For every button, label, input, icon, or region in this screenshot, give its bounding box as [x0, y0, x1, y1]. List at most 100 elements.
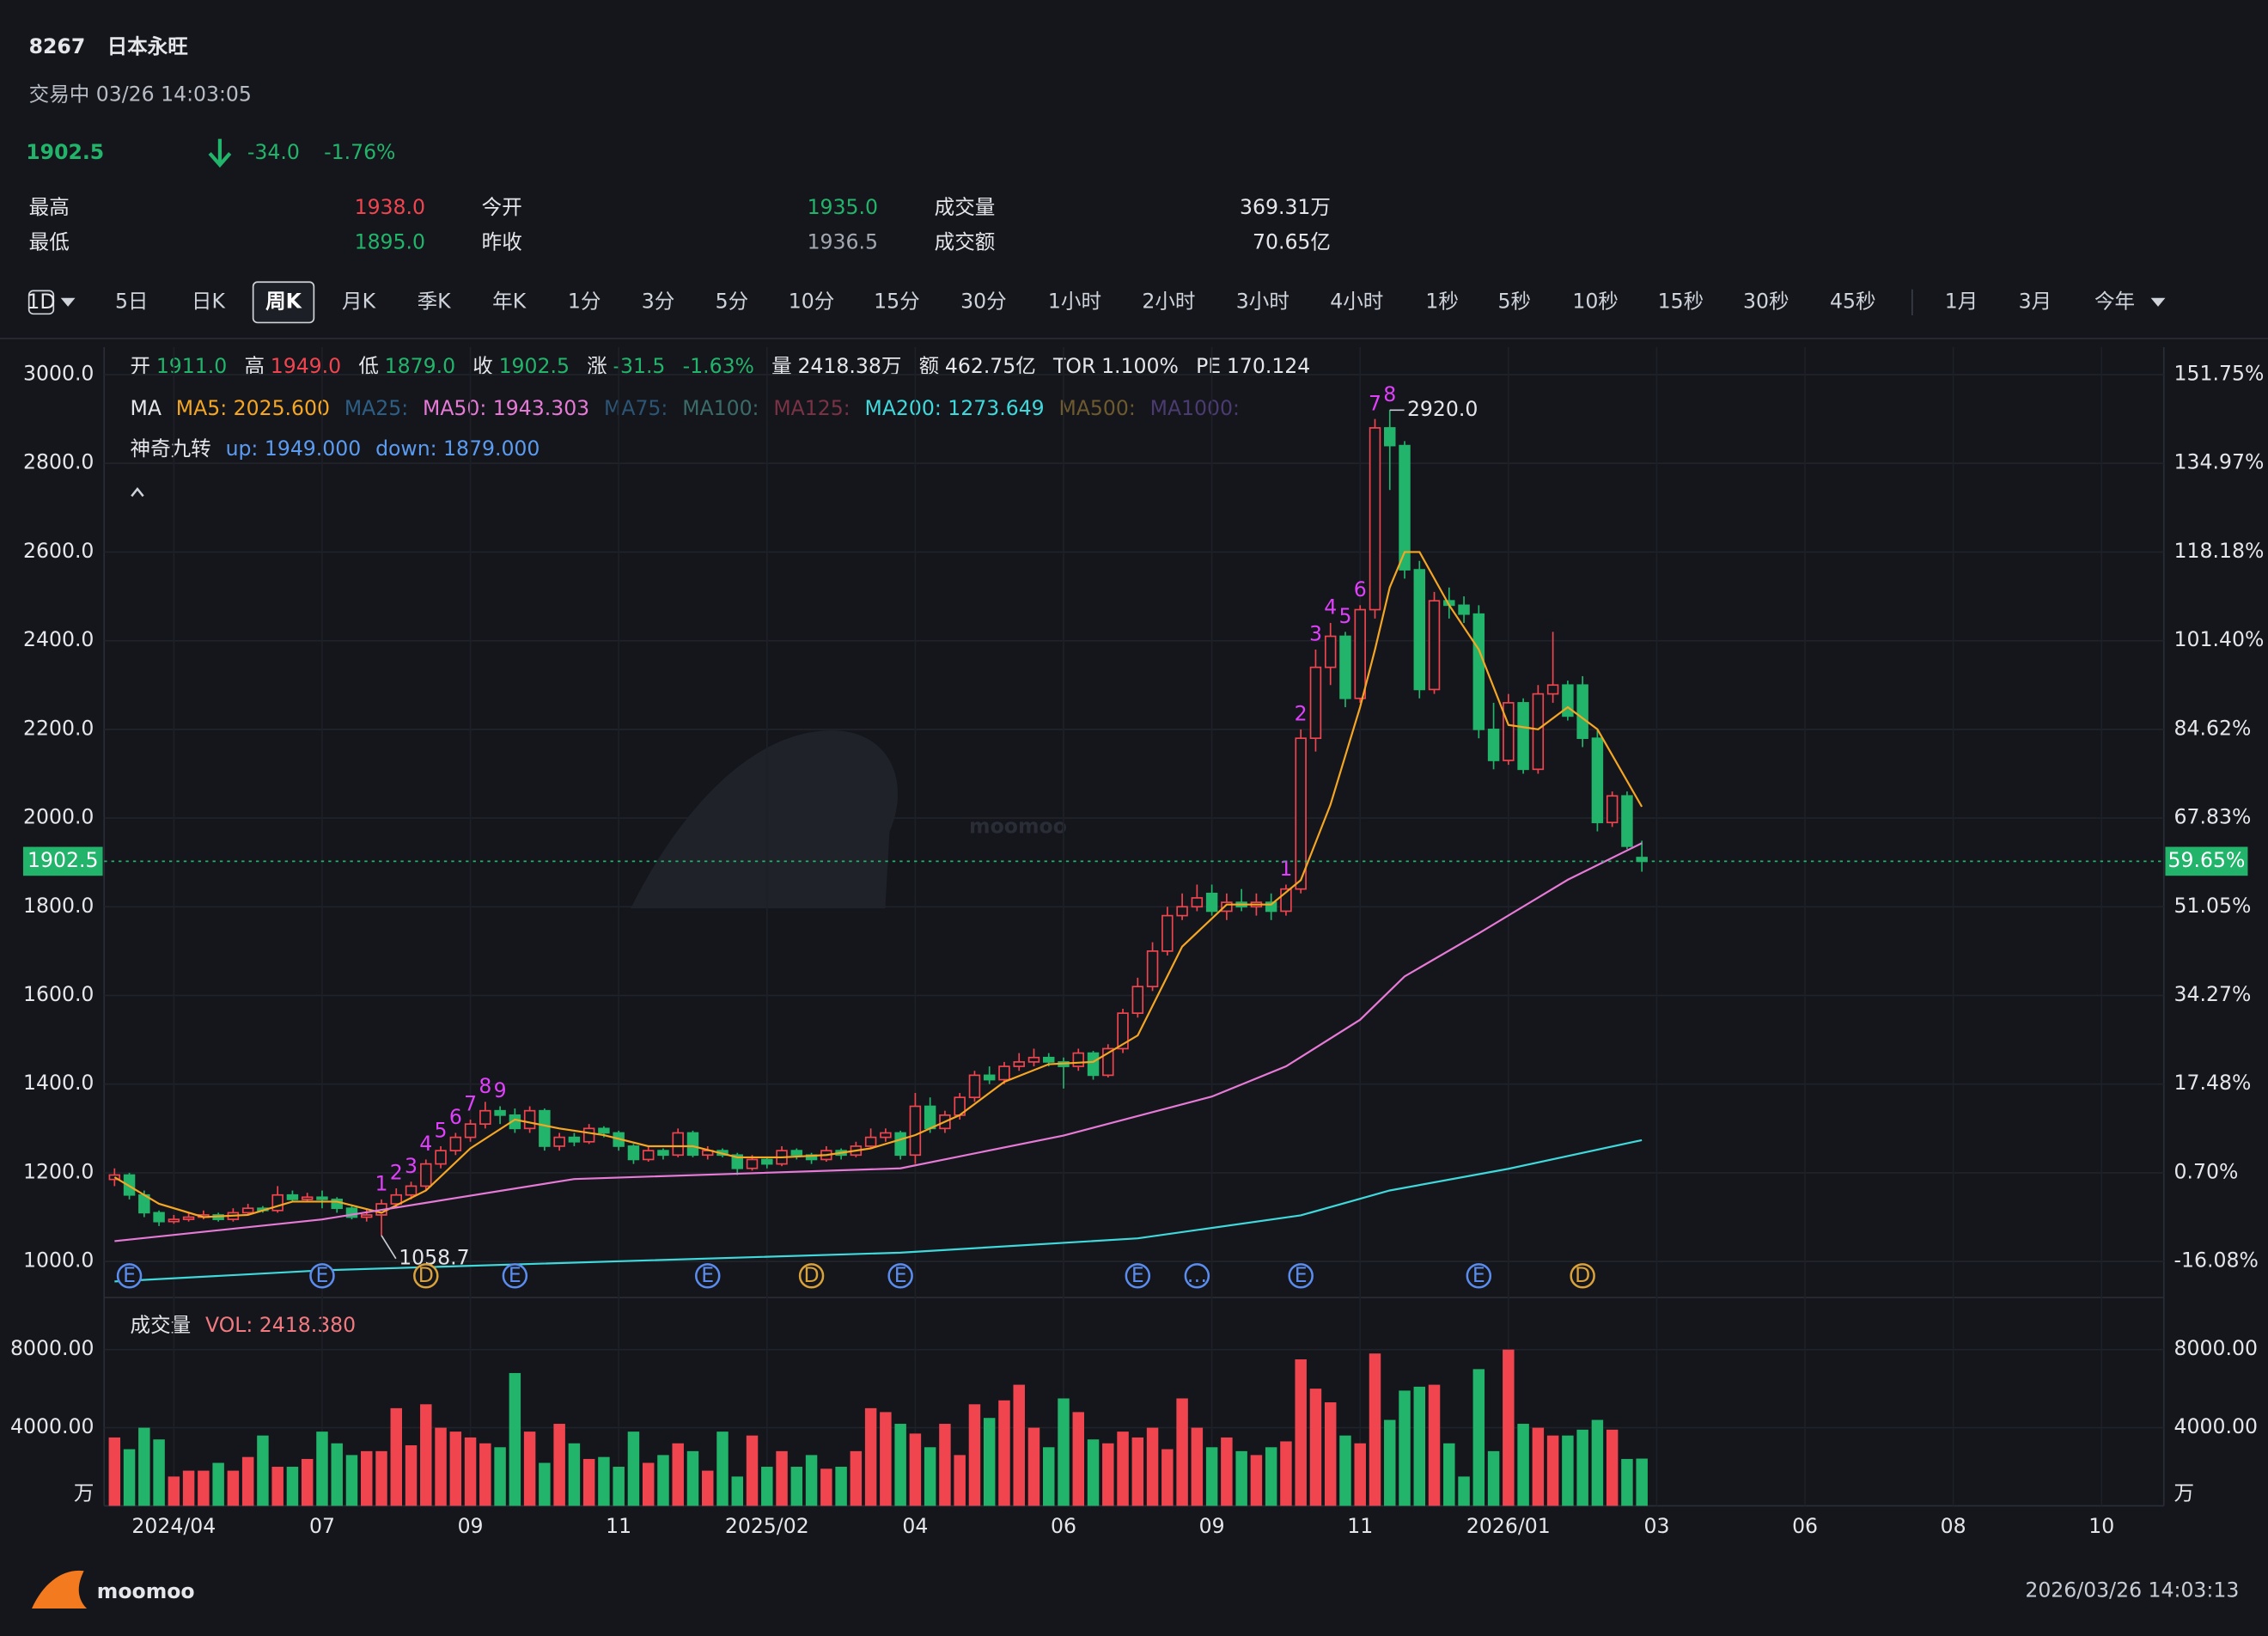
interval-tab[interactable]: 1小时: [1048, 289, 1101, 313]
interval-icon[interactable]: 1D: [27, 290, 55, 314]
interval-tab[interactable]: 30分: [960, 289, 1007, 313]
interval-tab[interactable]: 季K: [418, 289, 452, 313]
candle-body: [420, 1163, 432, 1187]
event-label[interactable]: D: [418, 1263, 434, 1287]
candle-body: [1591, 737, 1604, 824]
volume-bar: [1443, 1443, 1455, 1506]
candle-body: [1221, 901, 1233, 913]
volume-bar: [924, 1447, 936, 1506]
interval-tab[interactable]: 10分: [789, 289, 835, 313]
interval-tab[interactable]: 5秒: [1498, 289, 1532, 313]
interval-tab[interactable]: 周K: [265, 289, 302, 313]
event-label[interactable]: E: [701, 1263, 714, 1287]
volume-bar: [182, 1470, 195, 1506]
x-tick-label: 07: [309, 1514, 335, 1538]
event-label[interactable]: E: [1472, 1263, 1485, 1287]
y2-tick-label: 17.48%: [2174, 1071, 2252, 1095]
dropdown-arrow[interactable]: [60, 297, 76, 307]
volume-bar: [479, 1443, 491, 1506]
event-marker[interactable]: [502, 1263, 528, 1289]
candle-body: [464, 1123, 477, 1138]
event-label[interactable]: E: [509, 1263, 521, 1287]
y2-tick-label: 118.18%: [2174, 539, 2265, 563]
interval-box[interactable]: [27, 290, 55, 315]
candle-body: [1503, 702, 1515, 761]
event-marker[interactable]: [1466, 1263, 1492, 1289]
interval-tab[interactable]: 5日: [115, 289, 149, 313]
event-label[interactable]: E: [316, 1263, 329, 1287]
event-label[interactable]: D: [804, 1263, 820, 1287]
candle-body: [894, 1132, 906, 1157]
event-marker[interactable]: [1570, 1263, 1595, 1289]
volume-bar: [509, 1372, 521, 1506]
event-label[interactable]: E: [1131, 1263, 1144, 1287]
x-tick-label: 10: [2088, 1514, 2114, 1538]
volume-bar: [1339, 1435, 1351, 1506]
volume-bar: [1369, 1353, 1381, 1506]
interval-tab[interactable]: 5分: [716, 289, 749, 313]
candle-body: [523, 1109, 536, 1130]
candle-body: [1532, 693, 1545, 771]
interval-tab[interactable]: 3小时: [1236, 289, 1289, 313]
event-marker[interactable]: [1288, 1263, 1314, 1289]
range-dropdown[interactable]: [2150, 297, 2166, 307]
range-tab[interactable]: 今年: [2094, 289, 2135, 313]
interval-tab[interactable]: 日K: [192, 289, 226, 313]
volume-bar: [1161, 1449, 1174, 1506]
collapse-icon[interactable]: [131, 486, 144, 498]
down-arrow: [208, 138, 232, 168]
range-tab[interactable]: 1月: [1945, 289, 1978, 313]
candle-body: [657, 1150, 669, 1157]
y-tick-label: 1200.0: [23, 1159, 94, 1183]
event-label[interactable]: E: [1295, 1263, 1308, 1287]
event-marker[interactable]: [695, 1263, 721, 1289]
volume-bar: [805, 1455, 818, 1506]
interval-tab[interactable]: 1秒: [1425, 289, 1459, 313]
event-marker[interactable]: [1125, 1263, 1151, 1289]
volume-tick-label: 4000.00: [10, 1414, 94, 1438]
event-marker[interactable]: [1184, 1263, 1210, 1289]
event-label[interactable]: D: [1575, 1263, 1590, 1287]
event-marker[interactable]: [116, 1263, 143, 1289]
x-tick-label: 2025/02: [725, 1514, 809, 1538]
interval-tab[interactable]: 30秒: [1743, 289, 1789, 313]
candle-body: [1354, 608, 1366, 699]
stat-value: 1895.0: [355, 229, 425, 253]
y2-tick-label: 134.97%: [2174, 450, 2265, 474]
y-tick-label: 1000.0: [23, 1248, 94, 1273]
event-marker[interactable]: [413, 1263, 439, 1289]
event-marker[interactable]: [798, 1263, 825, 1289]
interval-tab[interactable]: 年K: [492, 289, 527, 313]
interval-tab[interactable]: 10秒: [1572, 289, 1619, 313]
event-label[interactable]: E: [123, 1263, 136, 1287]
candle-body: [1027, 1056, 1040, 1063]
volume-bar: [301, 1458, 314, 1506]
ma-legend: MA1000:: [1150, 396, 1240, 420]
volume-bar: [212, 1462, 224, 1506]
volume-bar: [123, 1449, 136, 1506]
interval-tab[interactable]: 月K: [342, 289, 376, 313]
candle-body: [539, 1109, 551, 1147]
volume-bar: [1324, 1402, 1337, 1506]
volume-unit-right: 万: [2174, 1481, 2195, 1505]
interval-tab[interactable]: 4小时: [1330, 289, 1383, 313]
candle-body: [1324, 635, 1337, 668]
event-label[interactable]: E: [894, 1263, 907, 1287]
event-marker[interactable]: [887, 1263, 913, 1289]
candle-body: [1562, 684, 1574, 717]
volume-bar: [1546, 1435, 1559, 1506]
event-marker[interactable]: [309, 1263, 335, 1289]
interval-tab[interactable]: 15秒: [1658, 289, 1704, 313]
event-label[interactable]: …: [1187, 1263, 1208, 1287]
interval-tab[interactable]: 15分: [874, 289, 920, 313]
interval-tab[interactable]: 1分: [568, 289, 601, 313]
interval-tab[interactable]: 45秒: [1830, 289, 1876, 313]
candle-body: [1176, 906, 1188, 917]
interval-tab[interactable]: 3分: [642, 289, 675, 313]
tab-selected-box[interactable]: [252, 281, 315, 324]
interval-tab[interactable]: 2小时: [1142, 289, 1195, 313]
nine-turn-count: 4: [419, 1132, 432, 1156]
range-tab[interactable]: 3月: [2019, 289, 2052, 313]
nine-turn-count: 4: [1324, 595, 1337, 620]
